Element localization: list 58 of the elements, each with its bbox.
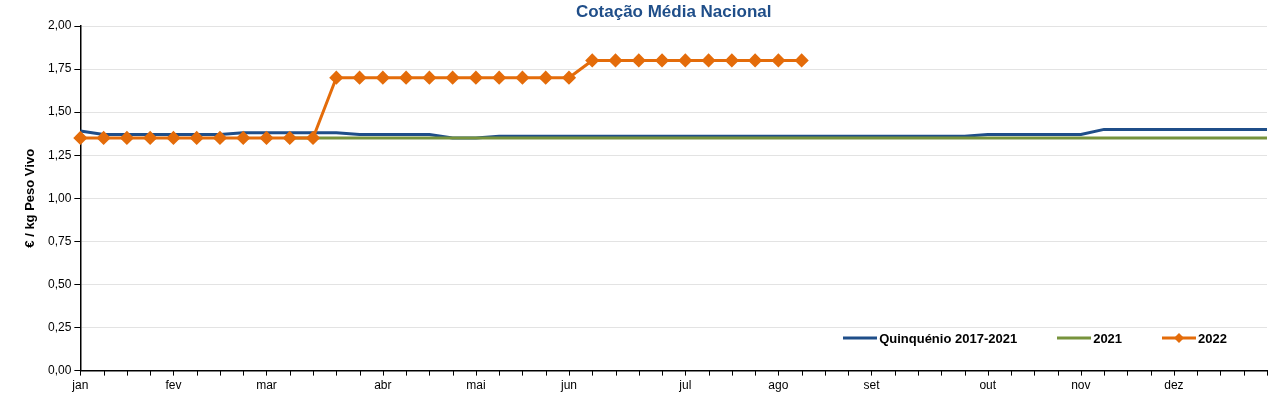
- x-tick-label: mai: [466, 378, 486, 393]
- point: [306, 131, 320, 145]
- point: [515, 71, 529, 85]
- point: [329, 71, 343, 85]
- point: [609, 53, 623, 67]
- y-tick-label: 0,75: [48, 233, 72, 248]
- chart-title: Cotação Média Nacional: [575, 2, 772, 22]
- y-tick-label: 1,00: [48, 190, 72, 205]
- x-tick-label: ago: [768, 378, 789, 393]
- x-tick-label: jul: [678, 378, 692, 393]
- y-tick-label: 2,00: [48, 18, 72, 33]
- x-tick-label: dez: [1164, 378, 1184, 393]
- legend-label: 2022: [1198, 330, 1227, 346]
- point: [678, 53, 692, 67]
- point: [562, 71, 576, 85]
- y-axis-title: € / kg Peso Vivo: [21, 148, 37, 248]
- x-tick-label: mar: [256, 378, 277, 393]
- x-tick-label: jun: [559, 378, 577, 393]
- point: [539, 71, 553, 85]
- legend-label: Quinquénio 2017-2021: [879, 330, 1018, 346]
- point: [725, 53, 739, 67]
- x-tick-label: nov: [1071, 378, 1091, 393]
- point: [795, 53, 809, 67]
- point: [632, 53, 646, 67]
- point: [143, 131, 157, 145]
- point: [585, 53, 599, 67]
- point: [260, 131, 273, 145]
- point: [771, 53, 785, 67]
- x-tick-label: set: [863, 378, 881, 393]
- y-tick-label: 1,75: [48, 61, 72, 76]
- point: [748, 53, 762, 67]
- point: [97, 131, 111, 145]
- y-tick-label: 0,25: [48, 319, 72, 334]
- x-tick-label: fev: [165, 378, 182, 393]
- y-tick-label: 0,00: [48, 362, 72, 377]
- y-tick-label: 0,50: [48, 276, 72, 291]
- point: [376, 71, 390, 85]
- point: [120, 131, 134, 145]
- x-tick-label: jan: [71, 378, 89, 393]
- point: [422, 71, 436, 85]
- point: [236, 131, 250, 145]
- legend-label: 2021: [1093, 330, 1123, 346]
- point: [283, 131, 297, 145]
- y-tick-label: 1,50: [48, 104, 72, 119]
- x-tick-label: abr: [374, 378, 392, 393]
- x-tick-label: out: [979, 378, 997, 393]
- point: [702, 53, 716, 67]
- point: [213, 131, 227, 145]
- point: [190, 131, 204, 145]
- point: [399, 71, 413, 85]
- point: [446, 71, 460, 85]
- point: [353, 71, 367, 85]
- point: [166, 131, 180, 145]
- y-tick-label: 1,25: [48, 147, 72, 162]
- point: [655, 53, 669, 67]
- point: [73, 131, 87, 145]
- point: [469, 71, 483, 85]
- point: [492, 71, 506, 85]
